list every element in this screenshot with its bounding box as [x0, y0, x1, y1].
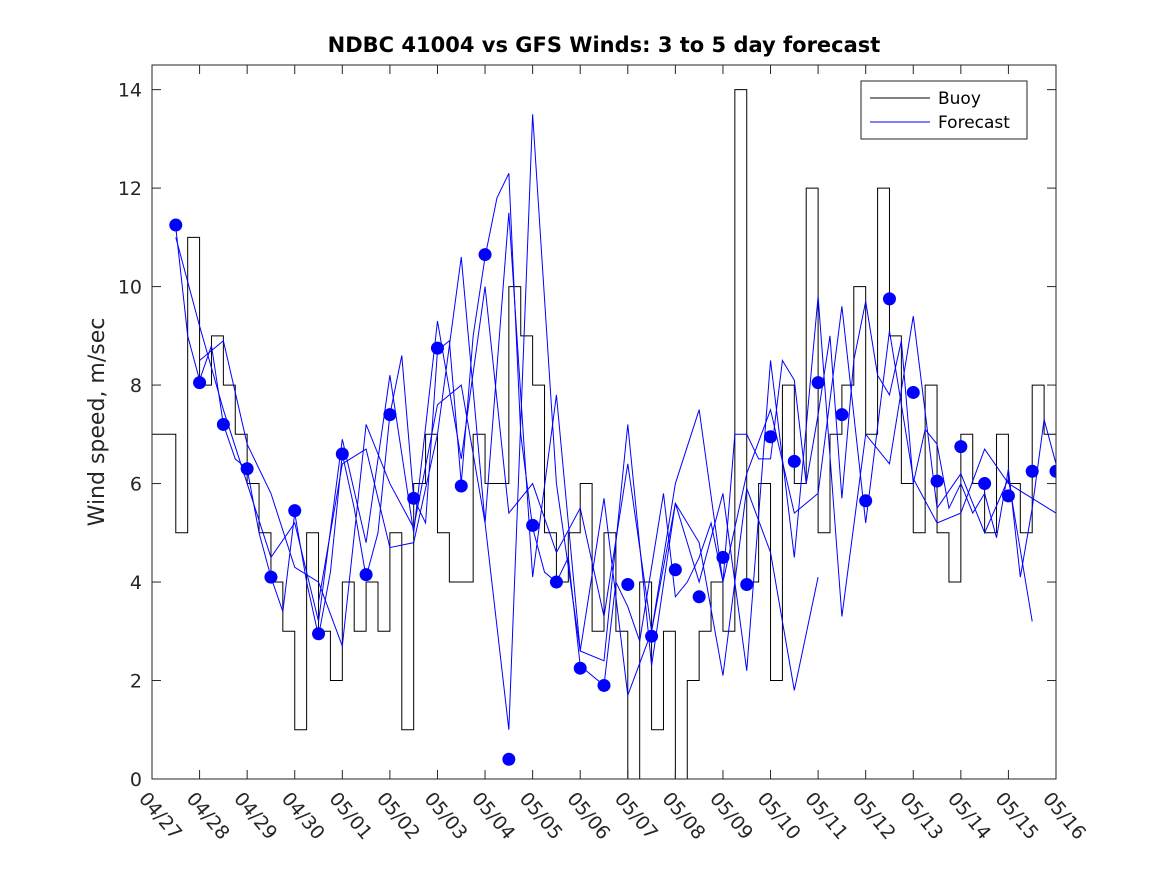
forecast-marker — [549, 575, 563, 589]
forecast-marker — [906, 385, 920, 399]
forecast-marker — [359, 568, 373, 582]
x-tick-label: 04/30 — [277, 788, 329, 844]
forecast-marker — [169, 218, 183, 232]
y-tick-label: 4 — [130, 572, 142, 594]
x-tick-label: 04/28 — [182, 788, 234, 844]
y-tick-label: 14 — [118, 80, 142, 102]
x-tick-label: 05/12 — [848, 788, 900, 844]
y-tick-label: 0 — [130, 769, 142, 791]
forecast-marker — [930, 474, 944, 488]
forecast-marker — [716, 550, 730, 564]
x-tick-label: 05/07 — [610, 788, 662, 844]
forecast-marker — [597, 678, 611, 692]
forecast-marker — [193, 376, 207, 390]
forecast-marker — [430, 341, 444, 355]
series-line-forecast-3 — [199, 212, 1033, 671]
legend: Buoy Forecast — [860, 80, 1028, 140]
x-tick-label: 05/16 — [1038, 788, 1090, 844]
x-tick-label: 05/05 — [515, 788, 567, 844]
forecast-marker — [478, 248, 492, 262]
forecast-marker — [811, 376, 825, 390]
series-line-buoy — [152, 89, 1056, 779]
x-tick-label: 04/27 — [134, 788, 186, 844]
y-tick-label: 6 — [130, 474, 142, 496]
legend-box — [860, 80, 1028, 140]
forecast-marker — [454, 479, 468, 493]
forecast-marker — [764, 430, 778, 444]
y-tick-label: 12 — [118, 178, 142, 200]
forecast-marker — [1001, 489, 1015, 503]
plot-frame — [151, 64, 1057, 780]
forecast-marker — [502, 752, 516, 766]
x-tick-label: 04/29 — [229, 788, 281, 844]
series-line-forecast-1 — [175, 173, 1056, 687]
x-tick-label: 05/02 — [372, 788, 424, 844]
forecast-marker — [407, 491, 421, 505]
forecast-marker — [216, 417, 230, 431]
series-line-forecast-4 — [318, 114, 819, 730]
x-tick-label: 05/15 — [991, 788, 1043, 844]
x-tick-label: 05/03 — [420, 788, 472, 844]
plot-background — [152, 65, 1056, 779]
x-tick-label: 05/14 — [943, 788, 995, 844]
forecast-marker — [288, 504, 302, 518]
forecast-marker — [978, 477, 992, 491]
y-tick-label: 8 — [130, 375, 142, 397]
y-axis-label: Wind speed, m/sec — [85, 318, 110, 527]
y-tick-label: 10 — [118, 277, 142, 299]
plot-area — [152, 89, 1056, 779]
x-tick-label: 05/06 — [562, 788, 614, 844]
forecast-marker — [668, 563, 682, 577]
forecast-marker — [240, 462, 254, 476]
x-tick-label: 05/08 — [658, 788, 710, 844]
forecast-marker — [835, 408, 849, 422]
y-tick-label: 2 — [130, 671, 142, 693]
legend-label-buoy: Buoy — [938, 89, 981, 109]
x-tick-label: 05/13 — [895, 788, 947, 844]
forecast-marker — [692, 590, 706, 604]
forecast-marker — [264, 570, 278, 584]
forecast-marker — [859, 494, 873, 508]
x-tick-label: 05/09 — [705, 788, 757, 844]
x-tick-label: 05/11 — [800, 788, 852, 844]
forecast-marker — [383, 408, 397, 422]
forecast-marker — [1049, 464, 1056, 478]
forecast-marker — [526, 518, 540, 532]
chart-title: NDBC 41004 vs GFS Winds: 3 to 5 day fore… — [328, 33, 881, 57]
forecast-marker — [882, 292, 896, 306]
forecast-marker — [335, 447, 349, 461]
forecast-marker — [787, 454, 801, 468]
forecast-marker — [573, 661, 587, 675]
forecast-marker — [1025, 464, 1039, 478]
forecast-marker — [740, 577, 754, 591]
x-tick-label: 05/10 — [753, 788, 805, 844]
forecast-marker — [954, 440, 968, 454]
x-tick-label: 05/01 — [324, 788, 376, 844]
forecast-marker — [645, 629, 659, 643]
forecast-marker — [312, 627, 326, 641]
y-axis: 0 2 4 6 8 10 12 14 — [118, 80, 1056, 791]
legend-label-forecast: Forecast — [938, 113, 1010, 133]
forecast-marker — [621, 577, 635, 591]
x-tick-label: 05/04 — [467, 788, 519, 844]
